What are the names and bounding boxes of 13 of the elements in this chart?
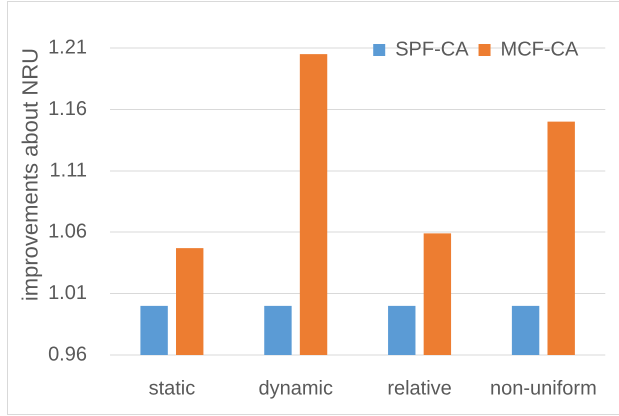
legend-label: MCF-CA — [500, 38, 579, 61]
legend-label: SPF-CA — [395, 38, 470, 61]
x-tick-label: non-uniform — [490, 378, 597, 400]
y-tick-label: 0.96 — [48, 344, 87, 366]
x-tick-label: relative — [387, 378, 452, 400]
y-tick-label: 1.06 — [48, 220, 87, 243]
x-tick-label: dynamic — [258, 378, 333, 400]
y-tick-label: 1.01 — [48, 282, 87, 304]
y-tick-label: 1.21 — [48, 36, 87, 59]
y-tick-label: 1.11 — [50, 159, 87, 182]
x-tick-label: static — [148, 378, 196, 400]
y-tick-label: 1.16 — [48, 98, 87, 120]
y-axis-title: improvements about NRU — [17, 48, 42, 302]
